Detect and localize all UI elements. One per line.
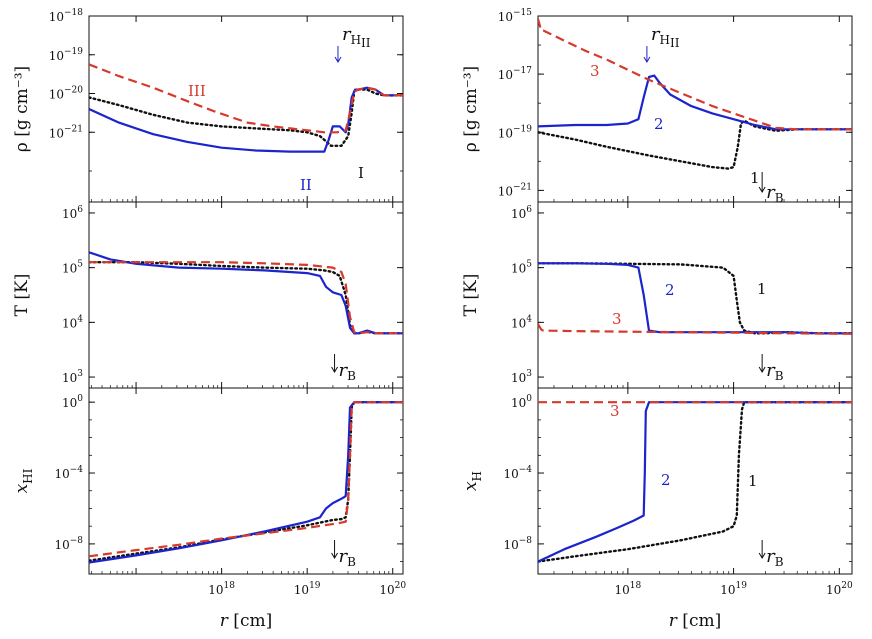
series-group: [89, 251, 403, 335]
panel-right-rho: 10−15 10−17 10−19 10−21 ρ [g cm⁻³] 3 2 1 rHII rB: [461, 8, 853, 205]
series-line-I: [89, 401, 403, 562]
y-tick-label: 105: [62, 260, 83, 276]
series-line-1: [538, 119, 852, 170]
series-line-1: [538, 401, 852, 563]
panel-left-xH: 100 10−4 10−8 xHI rB: [12, 387, 404, 575]
y-tick-label: 10−19: [49, 47, 84, 63]
marker-label: rB: [339, 360, 357, 383]
y-tick-label: 10−4: [503, 465, 532, 481]
series-line-2: [538, 262, 852, 335]
marker-arrow-head: [758, 366, 766, 373]
marker-label: rHII: [342, 24, 371, 50]
series-annotation: 1: [757, 280, 767, 298]
series-line-1: [538, 262, 852, 335]
y-tick-label: 103: [511, 369, 532, 385]
series-line-2: [538, 74, 852, 131]
series-annotation: II: [300, 176, 312, 194]
y-tick-label: 10−8: [503, 536, 532, 552]
y-axis-label: ρ [g cm⁻³]: [461, 66, 481, 152]
series-annotation: 2: [654, 115, 664, 133]
series-group: [538, 262, 852, 335]
series-line-I: [89, 261, 403, 335]
marker-label: rB: [766, 360, 784, 383]
x-tick-label: 1020: [379, 581, 406, 597]
series-annotation: 3: [590, 62, 600, 80]
y-axis-label: T [K]: [12, 274, 32, 317]
marker-label: rB: [766, 546, 784, 569]
series-group: [89, 401, 403, 564]
panel-right-xH: 100 10−4 10−8 xH 3 2 1 rB: [461, 387, 853, 575]
series-line-III: [89, 63, 403, 134]
marker-arrow-head: [758, 186, 766, 193]
y-tick-label: 10−21: [498, 182, 532, 198]
y-tick-label: 105: [511, 260, 532, 276]
panel-frame: [537, 387, 853, 575]
series-line-3: [538, 18, 852, 131]
y-tick-label: 103: [62, 369, 83, 385]
series-annotation: 3: [612, 310, 622, 328]
series-annotation: I: [358, 164, 364, 182]
x-tick-label: 1019: [294, 581, 321, 597]
y-tick-label: 10−21: [49, 124, 83, 140]
y-tick-label: 106: [62, 205, 83, 221]
x-axis-label: r [cm]: [220, 611, 272, 631]
x-axis-label: r [cm]: [669, 611, 721, 631]
y-tick-label: 10−20: [49, 86, 84, 102]
series-annotation: 2: [661, 471, 671, 489]
y-tick-label: 10−4: [54, 465, 83, 481]
series-line-III: [89, 261, 403, 335]
series-annotation: III: [188, 82, 206, 100]
marker-arrow-head: [643, 56, 651, 63]
y-tick-label: 10−19: [498, 124, 533, 140]
y-tick-label: 100: [511, 394, 532, 410]
series-line-2: [538, 401, 852, 563]
series-annotation: 2: [665, 281, 675, 299]
y-tick-label: 100: [62, 394, 83, 410]
y-tick-label: 10−8: [54, 536, 83, 552]
panel-frame: [537, 15, 853, 203]
series-group: [538, 401, 852, 563]
panel-right-T: 106 105 104 103 T [K] 2 1 3 rB: [461, 201, 853, 389]
panel-frame: [88, 387, 404, 575]
y-axis-label: T [K]: [461, 274, 481, 317]
series-line-III: [89, 401, 403, 558]
y-tick-label: 104: [62, 314, 83, 330]
y-tick-label: 10−18: [49, 8, 84, 24]
y-axis-label: xHI: [12, 468, 35, 493]
series-line-II: [89, 86, 403, 153]
marker-label: rB: [339, 546, 357, 569]
y-axis-label: ρ [g cm⁻³]: [12, 66, 32, 152]
y-tick-label: 106: [511, 205, 532, 221]
x-tick-label: 1018: [208, 581, 235, 597]
x-tick-label: 1020: [826, 581, 853, 597]
series-line-II: [89, 251, 403, 335]
panel-frame: [537, 201, 853, 389]
series-line-3: [538, 323, 852, 335]
panel-frame: [88, 201, 404, 389]
series-line-I: [89, 88, 403, 147]
x-tick-label: 1019: [720, 581, 747, 597]
series-annotation: 1: [748, 472, 758, 490]
y-tick-label: 10−17: [498, 66, 533, 82]
series-group: [538, 18, 852, 170]
y-tick-label: 10−15: [498, 8, 533, 24]
series-line-II: [89, 401, 403, 564]
panel-left-T: 106 105 104 103 T [K] rB: [12, 201, 404, 389]
marker-arrow-head: [758, 552, 766, 559]
series-group: [89, 63, 403, 153]
marker-arrow-head: [334, 56, 342, 63]
x-tick-label: 1018: [614, 581, 641, 597]
marker-arrow-head: [331, 366, 338, 373]
marker-label: rHII: [651, 24, 680, 50]
y-axis-label: xH: [461, 471, 484, 491]
marker-label: rB: [766, 182, 784, 205]
y-tick-label: 104: [511, 314, 532, 330]
marker-arrow-head: [331, 552, 338, 559]
series-annotation: 3: [610, 402, 620, 420]
series-annotation: 1: [750, 169, 760, 187]
